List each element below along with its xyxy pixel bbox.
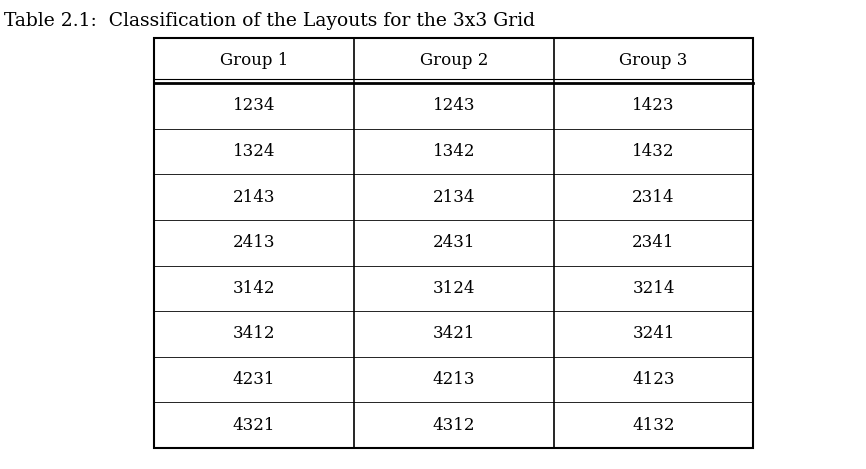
- Text: 1432: 1432: [632, 143, 675, 160]
- Text: 1342: 1342: [432, 143, 475, 160]
- Text: 2143: 2143: [233, 189, 275, 205]
- Text: 3142: 3142: [233, 280, 275, 297]
- Text: 3412: 3412: [233, 325, 275, 342]
- Text: Group 3: Group 3: [619, 52, 688, 69]
- Text: 4123: 4123: [632, 371, 675, 388]
- Text: Table 2.1:  Classification of the Layouts for the 3x3 Grid: Table 2.1: Classification of the Layouts…: [4, 12, 535, 30]
- Text: 4312: 4312: [432, 416, 475, 434]
- Text: Group 2: Group 2: [420, 52, 488, 69]
- Text: 1324: 1324: [233, 143, 275, 160]
- Text: 1423: 1423: [632, 98, 675, 114]
- Text: 2134: 2134: [432, 189, 475, 205]
- Text: 3421: 3421: [432, 325, 475, 342]
- Text: 4231: 4231: [233, 371, 275, 388]
- Text: 4213: 4213: [432, 371, 475, 388]
- Text: 2341: 2341: [632, 234, 675, 251]
- Text: 3124: 3124: [432, 280, 475, 297]
- Text: 2413: 2413: [233, 234, 275, 251]
- Text: 4132: 4132: [632, 416, 675, 434]
- Text: 1243: 1243: [432, 98, 475, 114]
- Text: 2314: 2314: [632, 189, 675, 205]
- Text: Group 1: Group 1: [220, 52, 288, 69]
- Text: 2431: 2431: [432, 234, 475, 251]
- Text: 3241: 3241: [632, 325, 675, 342]
- Text: 3214: 3214: [632, 280, 675, 297]
- Text: 4321: 4321: [233, 416, 275, 434]
- Text: 1234: 1234: [233, 98, 275, 114]
